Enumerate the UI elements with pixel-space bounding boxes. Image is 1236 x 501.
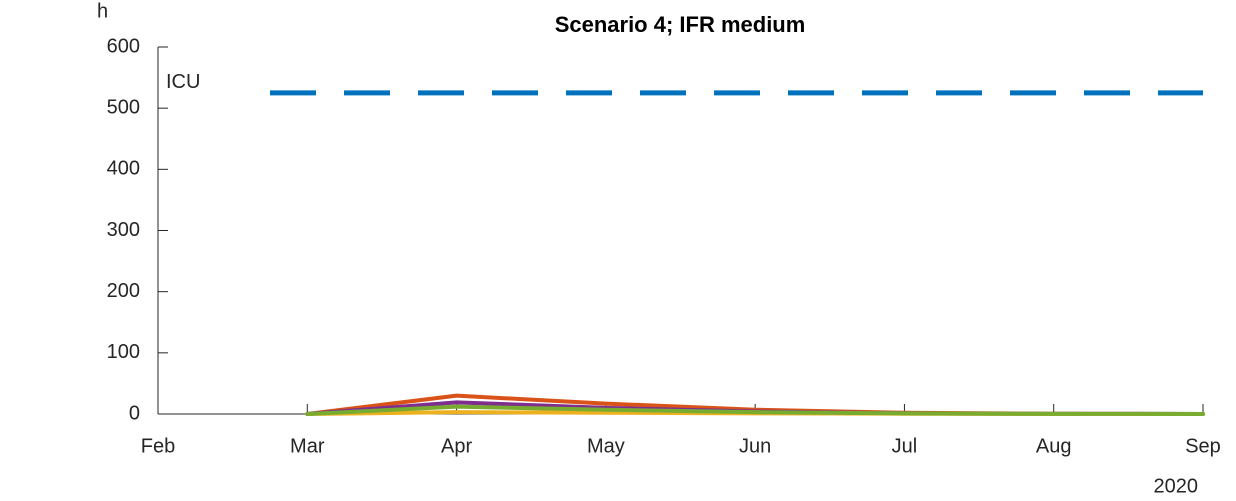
x-tick-label: Feb	[141, 435, 175, 457]
x-tick-label: Aug	[1036, 435, 1072, 457]
y-axis-label: h	[97, 0, 108, 22]
chart-title: Scenario 4; IFR medium	[555, 12, 806, 37]
y-tick-label: 300	[107, 219, 140, 241]
x-tick-label: Apr	[441, 435, 472, 457]
y-tick-label: 100	[107, 341, 140, 363]
y-tick-label: 600	[107, 35, 140, 57]
icu-label: ICU	[166, 71, 200, 93]
y-tick-label: 500	[107, 96, 140, 118]
x-tick-label: Mar	[290, 435, 325, 457]
x-tick-label: May	[587, 435, 625, 457]
x-tick-label: Sep	[1185, 435, 1221, 457]
series-line	[305, 404, 1205, 416]
y-tick-label: 400	[107, 158, 140, 180]
y-tick-label: 200	[107, 280, 140, 302]
year-label: 2020	[1154, 475, 1199, 497]
y-tick-label: 0	[129, 402, 140, 424]
x-tick-label: Jun	[739, 435, 771, 457]
x-tick-label: Jul	[892, 435, 918, 457]
